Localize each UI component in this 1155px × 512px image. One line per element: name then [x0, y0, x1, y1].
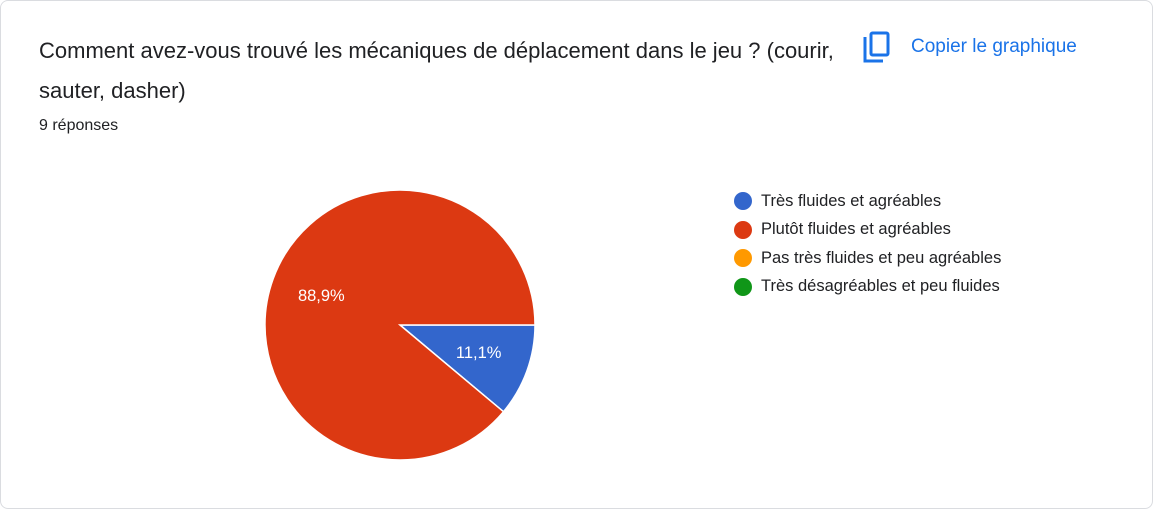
- legend-label: Très désagréables et peu fluides: [761, 277, 1000, 296]
- legend-swatch: [734, 192, 752, 211]
- legend-item: Très désagréables et peu fluides: [734, 273, 1001, 302]
- pie-chart: 11,1% 88,9%: [264, 189, 536, 461]
- legend-swatch: [734, 220, 752, 239]
- copy-chart-label: Copier le graphique: [911, 36, 1077, 57]
- pie-slice: [397, 324, 536, 413]
- pie-slice: [264, 189, 536, 461]
- question-title: Comment avez-vous trouvé les mécaniques …: [39, 38, 834, 103]
- legend-label: Très fluides et agréables: [761, 191, 942, 210]
- legend-swatch: [734, 277, 752, 296]
- copy-chart-button[interactable]: Copier le graphique: [863, 29, 1077, 65]
- slice-data-label: 11,1%: [456, 344, 502, 362]
- response-count: 9 réponses: [39, 117, 119, 134]
- legend-swatch: [734, 249, 752, 268]
- legend-item: Très fluides et agréables: [734, 187, 1001, 216]
- copy-icon: [863, 31, 890, 63]
- legend-label: Plutôt fluides et agréables: [761, 220, 951, 239]
- chart-legend: Très fluides et agréables Plutôt fluides …: [734, 187, 1001, 301]
- legend-item: Pas très fluides et peu agréables: [734, 244, 1001, 273]
- legend-item: Plutôt fluides et agréables: [734, 216, 1001, 245]
- slice-data-label: 88,9%: [298, 287, 345, 305]
- legend-label: Pas très fluides et peu agréables: [761, 248, 1002, 267]
